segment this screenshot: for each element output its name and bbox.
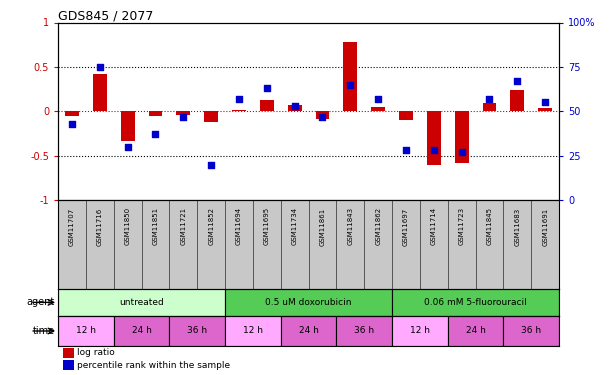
Point: [207, 162, 216, 168]
Text: 0.5 uM doxorubicin: 0.5 uM doxorubicin: [265, 298, 352, 307]
Text: 12 h: 12 h: [76, 327, 96, 336]
Text: log ratio: log ratio: [77, 348, 115, 357]
Text: GSM11714: GSM11714: [431, 207, 437, 246]
Text: GSM11723: GSM11723: [459, 207, 464, 246]
Point: [345, 82, 355, 88]
Bar: [148, 111, 163, 116]
Text: percentile rank within the sample: percentile rank within the sample: [77, 360, 230, 369]
Text: GSM11694: GSM11694: [236, 207, 242, 246]
Text: GSM11721: GSM11721: [180, 207, 186, 246]
Text: 24 h: 24 h: [299, 327, 318, 336]
Text: GSM11691: GSM11691: [542, 207, 548, 246]
Point: [262, 85, 272, 91]
Bar: [455, 111, 469, 163]
Text: 36 h: 36 h: [354, 327, 375, 336]
Bar: [65, 111, 79, 116]
Text: GSM11845: GSM11845: [486, 207, 492, 245]
Point: [513, 78, 522, 84]
Bar: [58, 289, 225, 316]
Text: 36 h: 36 h: [187, 327, 207, 336]
Bar: [392, 289, 559, 316]
Text: untreated: untreated: [119, 298, 164, 307]
Bar: [225, 316, 280, 346]
Bar: [448, 316, 503, 346]
Text: GSM11861: GSM11861: [320, 207, 326, 246]
Bar: [225, 289, 392, 316]
Bar: [93, 74, 107, 111]
Bar: [427, 111, 441, 165]
Text: 36 h: 36 h: [521, 327, 541, 336]
Bar: [58, 316, 114, 346]
Text: GSM11843: GSM11843: [347, 207, 353, 246]
Text: GSM11734: GSM11734: [291, 207, 298, 246]
Bar: [315, 111, 329, 119]
Point: [429, 147, 439, 153]
Bar: [63, 360, 74, 370]
Text: GSM11683: GSM11683: [514, 207, 521, 246]
Text: GSM11695: GSM11695: [264, 207, 270, 246]
Text: 12 h: 12 h: [410, 327, 430, 336]
Text: 0.06 mM 5-fluorouracil: 0.06 mM 5-fluorouracil: [424, 298, 527, 307]
Point: [540, 99, 550, 105]
Text: GSM11716: GSM11716: [97, 207, 103, 246]
Bar: [510, 90, 524, 111]
Point: [485, 96, 494, 102]
Bar: [63, 348, 74, 357]
Point: [123, 144, 133, 150]
Bar: [483, 104, 496, 111]
Bar: [232, 110, 246, 111]
Text: 24 h: 24 h: [466, 327, 486, 336]
Text: GDS845 / 2077: GDS845 / 2077: [58, 9, 153, 22]
Point: [373, 96, 383, 102]
Point: [67, 121, 77, 127]
Text: time: time: [33, 326, 55, 336]
Point: [234, 96, 244, 102]
Point: [150, 132, 160, 138]
Text: GSM11707: GSM11707: [69, 207, 75, 246]
Text: 12 h: 12 h: [243, 327, 263, 336]
Text: GSM11850: GSM11850: [125, 207, 131, 246]
Text: GSM11697: GSM11697: [403, 207, 409, 246]
Text: GSM11851: GSM11851: [153, 207, 158, 246]
Point: [318, 114, 327, 120]
Bar: [204, 111, 218, 122]
Text: GSM11862: GSM11862: [375, 207, 381, 246]
Bar: [503, 316, 559, 346]
Point: [457, 149, 467, 155]
Bar: [399, 111, 413, 120]
Bar: [343, 42, 357, 111]
Bar: [538, 108, 552, 111]
Point: [178, 114, 188, 120]
Bar: [280, 316, 337, 346]
Text: 24 h: 24 h: [131, 327, 152, 336]
Text: agent: agent: [27, 297, 55, 307]
Bar: [371, 107, 385, 111]
Bar: [177, 111, 190, 115]
Bar: [121, 111, 134, 141]
Point: [401, 147, 411, 153]
Bar: [114, 316, 169, 346]
Bar: [288, 105, 302, 111]
Point: [290, 103, 299, 109]
Bar: [169, 316, 225, 346]
Point: [95, 64, 104, 70]
Text: GSM11852: GSM11852: [208, 207, 214, 245]
Bar: [392, 316, 448, 346]
Bar: [260, 100, 274, 111]
Bar: [337, 316, 392, 346]
